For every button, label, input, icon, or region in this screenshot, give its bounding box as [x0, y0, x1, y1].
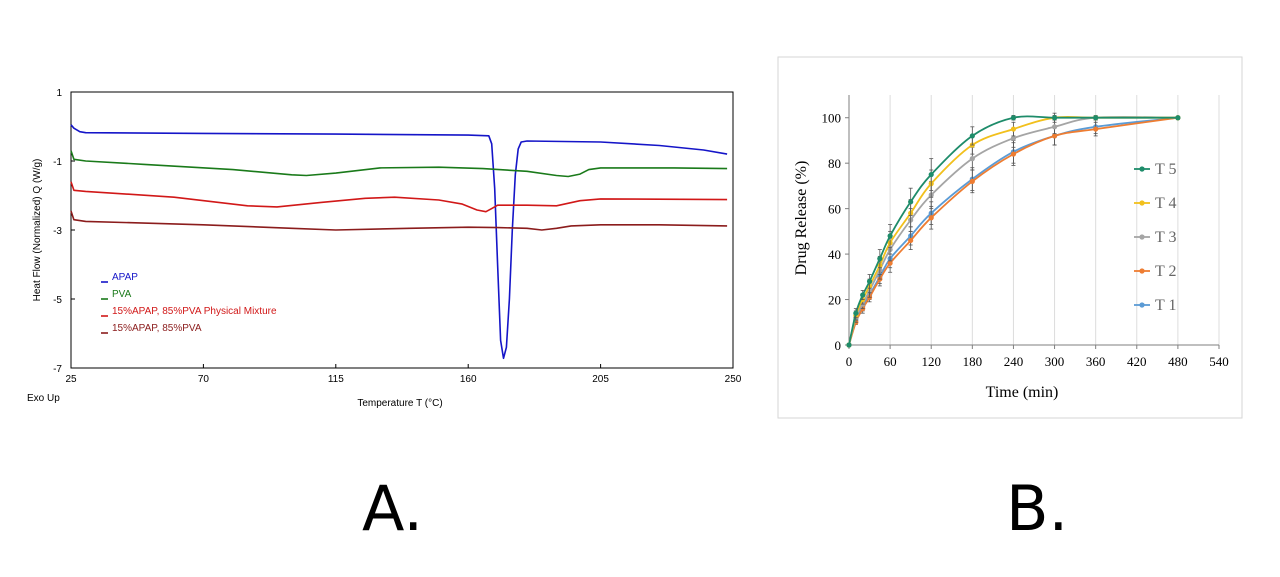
dsc-y-axis-label: Heat Flow (Normalized) Q (W/g) — [32, 159, 43, 302]
release-data-point — [969, 156, 975, 162]
release-data-point — [908, 199, 914, 205]
release-y-axis-label: Drug Release (%) — [793, 161, 810, 276]
release-x-axis-label: Time (min) — [986, 384, 1059, 401]
release-x-tick-label: 420 — [1127, 354, 1147, 369]
panel-label-a: A. — [362, 472, 424, 545]
dsc-legend-label: PVA — [112, 289, 132, 300]
dsc-x-tick-label: 70 — [198, 374, 210, 385]
release-data-point — [908, 237, 914, 244]
release-data-point — [1051, 133, 1058, 139]
release-x-tick-label: 540 — [1209, 354, 1229, 369]
dsc-legend-label: 15%APAP, 85%PVA — [112, 323, 202, 334]
dsc-chart: 25 70 115 160 205 250 1 -1 -3 -5 -7 APAP PVA 15%APAP… — [27, 88, 742, 409]
release-y-tick-label: 0 — [835, 338, 842, 353]
release-data-point — [928, 215, 934, 221]
release-data-point — [1051, 124, 1058, 130]
release-legend-label: T 1 — [1155, 297, 1176, 314]
release-data-point — [887, 233, 893, 239]
release-data-point — [1051, 115, 1058, 121]
release-x-tick-label: 60 — [884, 354, 897, 369]
dsc-exo-up-note: Exo Up — [27, 393, 60, 404]
dsc-x-tick-label: 25 — [65, 374, 77, 385]
dsc-y-tick-label: -3 — [53, 226, 62, 237]
release-legend-label: T 2 — [1155, 263, 1176, 280]
release-x-tick-label: 300 — [1045, 354, 1065, 369]
dsc-x-tick-label: 250 — [725, 374, 742, 385]
release-y-tick-label: 60 — [828, 202, 841, 217]
release-data-point — [969, 178, 975, 184]
dsc-legend-label: 15%APAP, 85%PVA Physical Mixture — [112, 306, 277, 317]
dsc-x-tick-label: 160 — [460, 374, 477, 385]
release-x-tick-label: 240 — [1004, 354, 1024, 369]
dsc-series-line — [70, 210, 728, 231]
release-data-point — [887, 260, 893, 266]
release-data-point — [1093, 115, 1099, 121]
release-legend-marker — [1139, 302, 1145, 308]
release-data-point — [1093, 126, 1099, 132]
release-legend-label: T 4 — [1155, 195, 1176, 212]
release-data-point — [1010, 115, 1017, 121]
dsc-series-line — [70, 124, 728, 360]
dsc-y-tick-label: -7 — [53, 364, 62, 375]
release-data-point — [853, 310, 859, 316]
dsc-legend-label: APAP — [112, 272, 138, 283]
release-legend-marker — [1139, 234, 1145, 240]
release-legend-label: T 5 — [1155, 161, 1176, 178]
release-chart: 0 60 120 180 240 300 360 420 480 540020406080100 … — [777, 56, 1243, 419]
release-y-tick-label: 40 — [828, 247, 841, 262]
release-data-point — [969, 133, 975, 139]
release-data-point — [877, 256, 883, 262]
release-data-point — [866, 278, 873, 284]
release-y-tick-label: 80 — [828, 156, 841, 171]
dsc-y-tick-label: -5 — [53, 295, 62, 306]
release-legend-label: T 3 — [1155, 229, 1176, 246]
release-data-point — [928, 171, 934, 178]
release-legend-marker — [1139, 268, 1145, 274]
dsc-x-axis-label: Temperature T (°C) — [357, 398, 442, 409]
release-data-point — [1010, 126, 1017, 132]
release-data-point — [846, 342, 852, 348]
panel-label-b: B. — [1006, 472, 1069, 545]
release-x-tick-label: 0 — [846, 354, 853, 369]
release-y-tick-label: 20 — [828, 293, 841, 308]
dsc-y-tick-label: 1 — [56, 88, 62, 99]
release-x-tick-label: 480 — [1168, 354, 1188, 369]
dsc-x-tick-label: 205 — [592, 374, 609, 385]
release-x-tick-label: 180 — [963, 354, 983, 369]
release-data-point — [1175, 115, 1181, 121]
release-x-tick-label: 120 — [921, 354, 941, 369]
release-legend-marker — [1139, 166, 1145, 172]
release-x-tick-label: 360 — [1086, 354, 1106, 369]
release-data-point — [860, 292, 866, 298]
release-data-point — [1010, 135, 1017, 141]
dsc-series-line — [70, 181, 728, 213]
release-y-tick-label: 100 — [822, 111, 842, 126]
release-data-point — [1010, 151, 1017, 157]
dsc-x-tick-label: 115 — [328, 374, 344, 385]
dsc-y-tick-label: -1 — [53, 157, 62, 168]
release-legend-marker — [1139, 200, 1145, 206]
dsc-series-line — [70, 150, 728, 178]
